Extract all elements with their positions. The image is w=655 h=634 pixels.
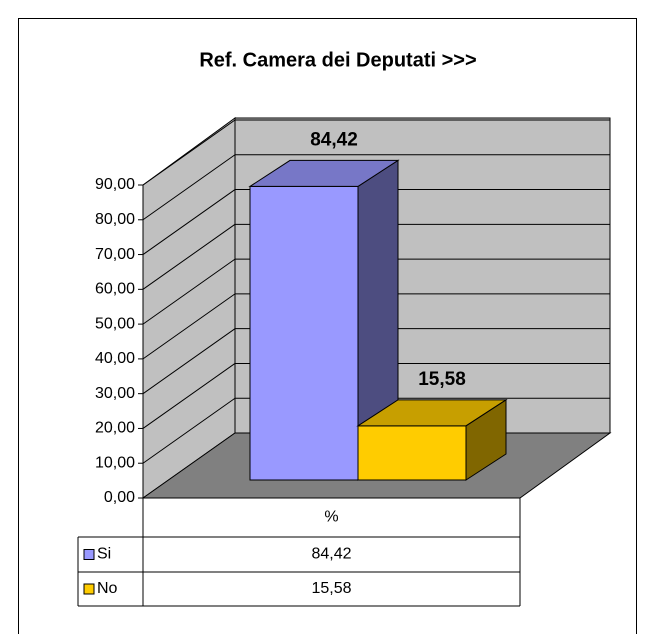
y-tick-label: 90,00 [95, 176, 135, 193]
grid-line [142, 258, 236, 325]
y-tick-label: 70,00 [95, 246, 135, 263]
bar [357, 425, 467, 481]
legend-swatch [83, 549, 95, 560]
y-tick-label: 60,00 [95, 281, 135, 298]
grid-line [142, 154, 236, 221]
data-label: 15,58 [418, 369, 466, 390]
grid-line [142, 363, 236, 429]
table-value: 84,42 [311, 546, 351, 563]
grid-line [142, 119, 236, 186]
table-grid [77, 498, 521, 607]
y-tick-label: 20,00 [95, 420, 135, 437]
bar [249, 185, 359, 481]
legend-label: Si [97, 546, 111, 563]
legend-label: No [97, 580, 118, 597]
y-tick-label: 0,00 [104, 489, 135, 506]
chart-title: Ref. Camera dei Deputati >>> [199, 49, 476, 71]
y-tick-label: 10,00 [95, 454, 135, 471]
grid-line [142, 189, 236, 255]
table-value: 15,58 [311, 580, 351, 597]
y-tick-label: 30,00 [95, 385, 135, 402]
grid-line [142, 397, 236, 464]
table-header: % [324, 509, 338, 526]
y-tick-label: 80,00 [95, 211, 135, 228]
legend-swatch [83, 583, 95, 595]
bar-top [356, 399, 508, 427]
y-tick-label: 50,00 [95, 315, 135, 332]
grid-line [142, 223, 236, 290]
grid-line [142, 293, 236, 360]
bar-top [248, 159, 400, 187]
grid-line [142, 328, 236, 395]
data-label: 84,42 [310, 129, 358, 150]
y-tick-label: 40,00 [95, 350, 135, 367]
